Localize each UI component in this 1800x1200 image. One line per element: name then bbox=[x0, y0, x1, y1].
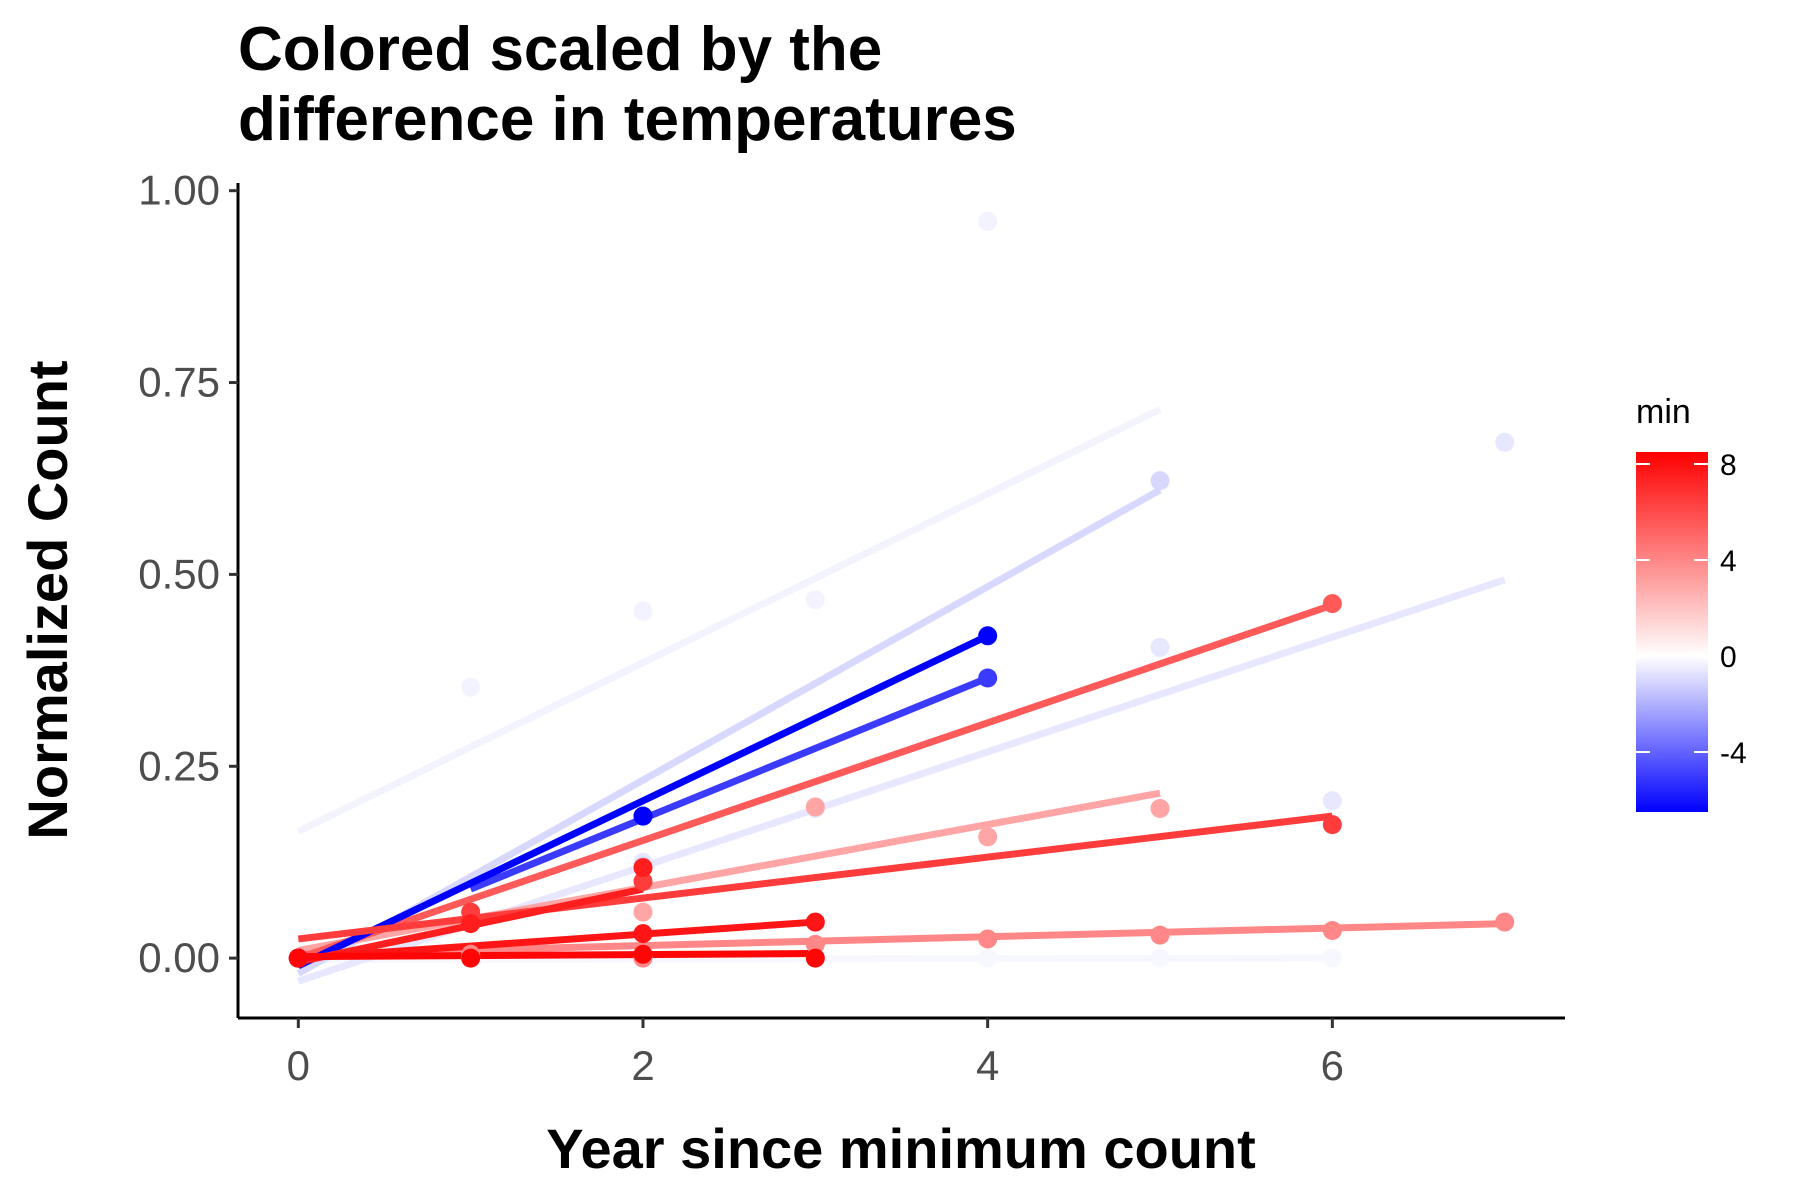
fit-line-s6 bbox=[297, 601, 1334, 962]
data-point-s4-5 bbox=[1495, 432, 1515, 452]
data-point-s0-2 bbox=[978, 626, 998, 646]
data-point-s10-2 bbox=[633, 858, 653, 878]
data-point-s8-2 bbox=[633, 902, 653, 922]
color-legend: min 8 4 0 -4 bbox=[1636, 393, 1747, 812]
data-point-s7-2 bbox=[633, 871, 653, 891]
data-point-s6-1 bbox=[1322, 594, 1342, 614]
y-tick-label-0: 0.00 bbox=[138, 934, 220, 981]
legend-tick-label-3: -4 bbox=[1720, 737, 1747, 770]
legend-tick-label-2: 0 bbox=[1720, 641, 1737, 674]
x-axis-title: Year since minimum count bbox=[546, 1117, 1256, 1180]
data-point-s12-2 bbox=[633, 944, 653, 964]
fit-line-s9 bbox=[298, 920, 1505, 958]
chart-title-line-1: Colored scaled by the bbox=[238, 15, 882, 84]
x-axis-ticks: 0 2 4 6 bbox=[287, 1018, 1344, 1089]
x-tick-label-1: 2 bbox=[631, 1042, 654, 1089]
x-tick-label-3: 6 bbox=[1321, 1042, 1344, 1089]
data-point-s3-2 bbox=[633, 601, 653, 621]
data-point-s3-4 bbox=[978, 211, 998, 231]
data-point-s0-1 bbox=[633, 806, 653, 826]
y-tick-label-3: 0.75 bbox=[138, 359, 220, 406]
data-point-s4-3 bbox=[1150, 637, 1170, 657]
fit-lines-group bbox=[296, 406, 1506, 985]
data-point-s8-5 bbox=[1150, 798, 1170, 818]
data-point-s8-4 bbox=[978, 827, 998, 847]
data-point-s2-2 bbox=[1150, 471, 1170, 491]
data-point-s4-4 bbox=[1322, 791, 1342, 811]
legend-title: min bbox=[1636, 393, 1691, 431]
data-point-s12-3 bbox=[805, 948, 825, 968]
legend-ticks: 8 4 0 -4 bbox=[1636, 449, 1747, 770]
y-tick-label-4: 1.00 bbox=[138, 167, 220, 214]
plot-area bbox=[288, 211, 1515, 985]
data-point-s5-4 bbox=[978, 948, 998, 968]
data-point-s9-6 bbox=[1322, 921, 1342, 941]
data-point-s1-2 bbox=[978, 668, 998, 688]
fit-line-s11 bbox=[298, 918, 816, 962]
data-point-s3-1 bbox=[461, 677, 481, 697]
fit-line-s1 bbox=[469, 674, 989, 893]
data-point-s8-3 bbox=[805, 797, 825, 817]
y-tick-label-1: 0.25 bbox=[138, 742, 220, 789]
data-point-s11-2 bbox=[805, 912, 825, 932]
data-point-s9-5 bbox=[1150, 925, 1170, 945]
points-group bbox=[288, 211, 1515, 968]
legend-tick-label-1: 4 bbox=[1720, 545, 1737, 578]
fit-line-s3 bbox=[296, 406, 1162, 835]
y-axis-title: Normalized Count bbox=[16, 360, 79, 839]
y-tick-label-2: 0.50 bbox=[138, 550, 220, 597]
legend-colorbar bbox=[1636, 452, 1708, 812]
fit-line-s2 bbox=[296, 486, 1162, 977]
data-point-s12-1 bbox=[461, 948, 481, 968]
data-point-s9-3 bbox=[805, 934, 825, 954]
data-point-s5-5 bbox=[1150, 948, 1170, 968]
x-tick-label-0: 0 bbox=[287, 1042, 310, 1089]
data-point-s9-4 bbox=[978, 929, 998, 949]
legend-tick-label-0: 8 bbox=[1720, 449, 1737, 482]
data-point-s11-1 bbox=[633, 924, 653, 944]
x-tick-label-2: 4 bbox=[976, 1042, 999, 1089]
data-point-s5-6 bbox=[1322, 948, 1342, 968]
fit-line-s12 bbox=[298, 950, 816, 961]
data-point-s12-0 bbox=[288, 948, 308, 968]
fit-line-s0 bbox=[296, 632, 990, 969]
data-point-s10-1 bbox=[461, 914, 481, 934]
y-axis-ticks: 0.00 0.25 0.50 0.75 1.00 bbox=[138, 167, 238, 981]
data-point-s3-3 bbox=[805, 590, 825, 610]
chart-title-line-2: difference in temperatures bbox=[238, 85, 1017, 154]
data-point-s7-3 bbox=[1322, 815, 1342, 835]
data-point-s9-7 bbox=[1495, 912, 1515, 932]
